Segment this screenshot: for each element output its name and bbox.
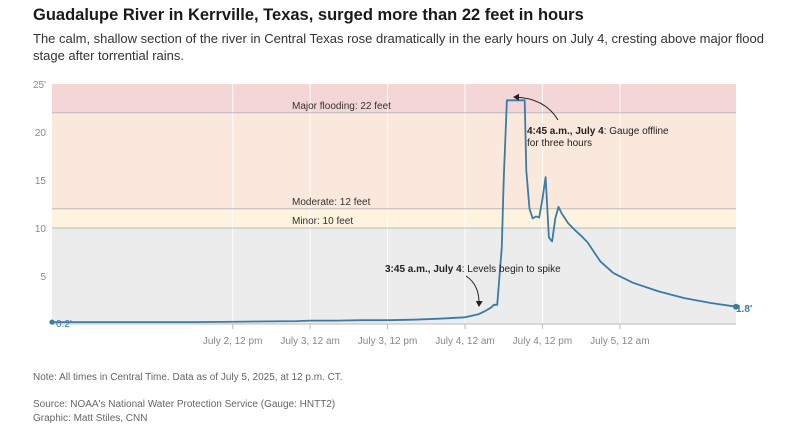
y-tick-label: 25' (33, 80, 46, 91)
start-value-label: 0.2' (56, 319, 72, 330)
x-tick-label: July 5, 12 am (590, 336, 649, 347)
y-axis: 5 10 15 20 25' (33, 80, 736, 325)
end-point (733, 303, 739, 310)
y-tick-label: 10 (35, 224, 47, 235)
annotation-bold-time: 3:45 a.m., July 4 (385, 264, 462, 275)
threshold-label-moderate: Moderate: 12 feet (292, 197, 371, 208)
svg-text:4:45 a.m., July 4: Gauge offli: 4:45 a.m., July 4: Gauge offline (527, 126, 669, 137)
x-tick-label: July 4, 12 pm (513, 336, 572, 347)
chart-title: Guadalupe River in Kerrville, Texas, sur… (33, 6, 584, 24)
x-tick-label: July 3, 12 am (280, 336, 339, 347)
x-tick-label: July 4, 12 am (435, 336, 494, 347)
band-minor (52, 208, 736, 228)
x-tick-label: July 3, 12 pm (358, 336, 417, 347)
threshold-label-major: Major flooding: 22 feet (292, 101, 391, 112)
annotation-arrow (465, 275, 483, 307)
source-credit: Source: NOAA's National Water Protection… (33, 399, 336, 410)
river-level-line (52, 99, 737, 323)
flood-stage-bands (52, 84, 736, 324)
y-tick-label: 5 (40, 272, 46, 283)
annotation-text: : Gauge offline (604, 126, 669, 137)
band-major (52, 84, 736, 113)
annotation-text-line2: for three hours (527, 138, 592, 149)
threshold-lines (52, 112, 736, 229)
threshold-label-minor: Minor: 10 feet (292, 216, 353, 227)
start-point (49, 319, 55, 325)
annotation-arrow (513, 93, 559, 121)
end-value-label: 1.8' (736, 304, 752, 315)
band-moderate (52, 112, 736, 209)
y-tick-label: 15 (35, 176, 47, 187)
x-axis: July 2, 12 pm July 3, 12 am July 3, 12 pm J… (203, 324, 650, 347)
graphic-credit: Graphic: Matt Stiles, CNN (33, 413, 148, 424)
chart-subtitle: The calm, shallow section of the river i… (33, 31, 764, 63)
svg-text:3:45 a.m., July 4: Levels begi: 3:45 a.m., July 4: Levels begin to spike (385, 264, 561, 275)
threshold-labels: Minor: 10 feet Moderate: 12 feet Major flo… (292, 101, 391, 227)
annotation-bold-time: 4:45 a.m., July 4 (527, 126, 604, 137)
annotation-levels-spike: 3:45 a.m., July 4: Levels begin to spike (385, 264, 561, 307)
annotation-gauge-offline: 4:45 a.m., July 4: Gauge offline for thr… (513, 93, 669, 149)
annotation-text: : Levels begin to spike (462, 264, 561, 275)
y-tick-label: 20 (35, 128, 47, 139)
band-normal (52, 228, 736, 324)
x-tick-label: July 2, 12 pm (203, 336, 262, 347)
footnote: Note: All times in Central Time. Data as… (33, 372, 343, 383)
